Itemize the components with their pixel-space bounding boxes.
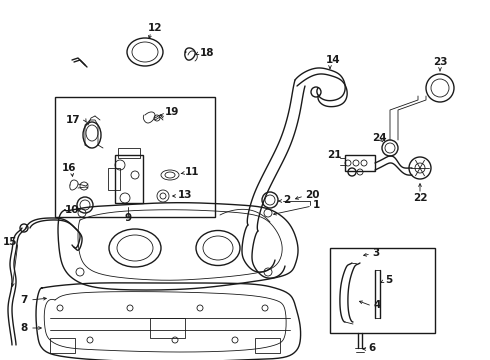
Text: 22: 22 — [413, 193, 427, 203]
Text: 16: 16 — [62, 163, 76, 173]
Bar — [108, 168, 120, 190]
Text: 18: 18 — [200, 48, 215, 58]
Text: 3: 3 — [372, 248, 379, 258]
Text: 4: 4 — [373, 300, 380, 310]
Text: 19: 19 — [165, 107, 179, 117]
Text: 5: 5 — [385, 275, 392, 285]
Text: 2: 2 — [283, 195, 290, 205]
Text: 8: 8 — [20, 323, 27, 333]
Text: 21: 21 — [327, 150, 342, 160]
Text: 10: 10 — [65, 205, 79, 215]
Bar — [150, 318, 185, 338]
Bar — [330, 248, 435, 333]
Text: 11: 11 — [185, 167, 199, 177]
Text: 23: 23 — [433, 57, 447, 67]
Text: 14: 14 — [326, 55, 341, 65]
Bar — [255, 338, 280, 353]
Bar — [50, 338, 75, 353]
Text: 15: 15 — [3, 237, 18, 247]
Bar — [115, 155, 143, 203]
Text: 12: 12 — [148, 23, 163, 33]
Bar — [55, 97, 215, 217]
Text: 9: 9 — [124, 213, 131, 223]
Text: 17: 17 — [66, 115, 81, 125]
Bar — [118, 148, 140, 158]
Text: 24: 24 — [372, 133, 387, 143]
Bar — [345, 155, 375, 171]
Text: 6: 6 — [368, 343, 375, 353]
Text: 7: 7 — [20, 295, 27, 305]
Text: 13: 13 — [178, 190, 193, 200]
Text: 1: 1 — [313, 200, 320, 210]
Text: 20: 20 — [305, 190, 319, 200]
